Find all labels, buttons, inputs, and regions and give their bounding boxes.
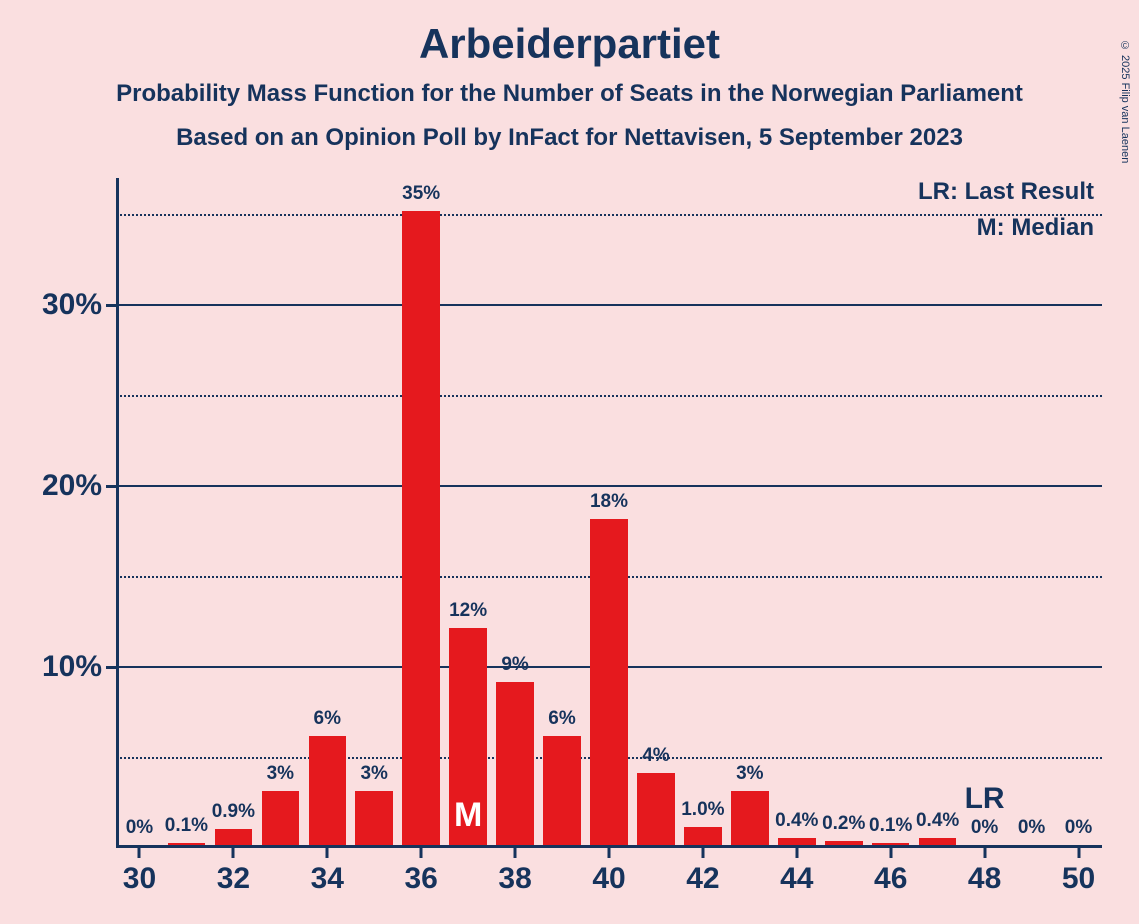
x-tick-label: 34 <box>311 862 344 896</box>
bar-value-label: 3% <box>360 763 387 785</box>
bar-value-label: 9% <box>501 654 528 676</box>
bar: 3% <box>731 791 769 845</box>
bar: 6% <box>543 736 581 845</box>
y-tick-mark <box>106 485 116 488</box>
chart-plot-area: LR: Last Result M: Median 10%20%30%300%0… <box>116 178 1102 848</box>
y-tick-mark <box>106 304 116 307</box>
y-gridline-major <box>116 485 1102 487</box>
x-tick-mark <box>514 848 517 858</box>
bar: 3% <box>262 791 300 845</box>
bar: 0.9% <box>215 829 253 845</box>
bar-value-label: 35% <box>402 183 440 205</box>
y-gridline-minor <box>116 395 1102 397</box>
x-tick-mark <box>889 848 892 858</box>
bar-value-label: 3% <box>736 763 763 785</box>
bar: 1.0% <box>684 827 722 845</box>
median-marker: M <box>454 796 482 835</box>
x-tick-mark <box>326 848 329 858</box>
bar: 0.2% <box>825 841 863 845</box>
x-tick-label: 44 <box>780 862 813 896</box>
bar-value-label: 0.4% <box>775 810 818 832</box>
legend-last-result: LR: Last Result <box>918 178 1094 206</box>
bar: 3% <box>355 791 393 845</box>
x-tick-label: 32 <box>217 862 250 896</box>
x-tick-mark <box>138 848 141 858</box>
y-gridline-major <box>116 304 1102 306</box>
bar-value-label: 12% <box>449 600 487 622</box>
bar-value-label: 0% <box>1065 817 1092 839</box>
x-tick-label: 50 <box>1062 862 1095 896</box>
last-result-marker: LR <box>965 782 1005 816</box>
x-tick-mark <box>232 848 235 858</box>
bar: 0.1% <box>872 843 910 845</box>
bar: 0.4% <box>778 838 816 845</box>
y-gridline-minor <box>116 214 1102 216</box>
y-tick-label: 20% <box>42 469 102 503</box>
chart-subtitle-1: Probability Mass Function for the Number… <box>0 80 1139 108</box>
bar: 9% <box>496 682 534 845</box>
x-tick-mark <box>701 848 704 858</box>
bar-value-label: 3% <box>267 763 294 785</box>
bar: 35% <box>402 211 440 845</box>
bar-value-label: 0.1% <box>869 815 912 837</box>
bar-value-label: 18% <box>590 491 628 513</box>
chart-title: Arbeiderpartiet <box>0 20 1139 68</box>
bar: 12%M <box>449 628 487 845</box>
bar-value-label: 0.2% <box>822 813 865 835</box>
bar-value-label: 0% <box>971 817 998 839</box>
x-tick-mark <box>983 848 986 858</box>
bar-value-label: 0.4% <box>916 810 959 832</box>
x-tick-mark <box>1077 848 1080 858</box>
bar-value-label: 0.1% <box>165 815 208 837</box>
bar: 0.1% <box>168 843 206 845</box>
bar-value-label: 4% <box>642 745 669 767</box>
copyright-text: © 2025 Filip van Laenen <box>1119 40 1131 163</box>
x-tick-label: 40 <box>592 862 625 896</box>
legend-median: M: Median <box>977 214 1094 242</box>
bar: 0.4% <box>919 838 957 845</box>
bar: 18% <box>590 519 628 845</box>
bar-value-label: 1.0% <box>681 799 724 821</box>
x-tick-label: 36 <box>405 862 438 896</box>
x-tick-label: 46 <box>874 862 907 896</box>
y-tick-label: 30% <box>42 288 102 322</box>
x-tick-label: 42 <box>686 862 719 896</box>
x-tick-mark <box>795 848 798 858</box>
x-tick-mark <box>420 848 423 858</box>
bar-value-label: 0% <box>1018 817 1045 839</box>
bar-value-label: 6% <box>548 708 575 730</box>
bar: 6% <box>309 736 347 845</box>
x-tick-label: 38 <box>498 862 531 896</box>
bar-value-label: 0% <box>126 817 153 839</box>
y-tick-label: 10% <box>42 650 102 684</box>
y-tick-mark <box>106 666 116 669</box>
chart-subtitle-2: Based on an Opinion Poll by InFact for N… <box>0 124 1139 152</box>
x-tick-label: 30 <box>123 862 156 896</box>
bar-value-label: 6% <box>314 708 341 730</box>
bar: 4% <box>637 773 675 845</box>
y-axis-line <box>116 178 119 848</box>
x-tick-mark <box>608 848 611 858</box>
bar-value-label: 0.9% <box>212 801 255 823</box>
x-tick-label: 48 <box>968 862 1001 896</box>
